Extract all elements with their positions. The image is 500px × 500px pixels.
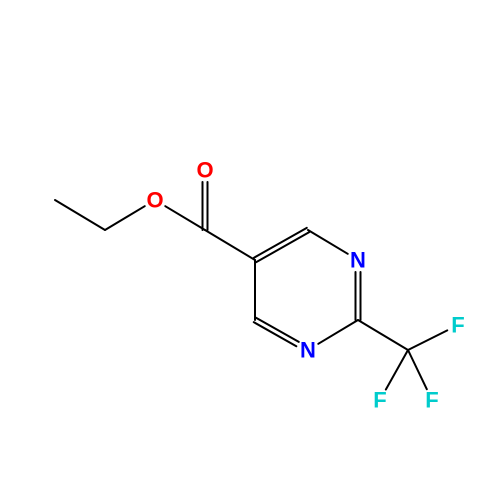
bond-line xyxy=(318,320,358,344)
bond-line xyxy=(386,350,408,390)
atom-label-n: N xyxy=(300,338,316,363)
atom-label-f: F xyxy=(373,388,386,413)
bond-line xyxy=(165,206,205,230)
bond-line xyxy=(256,318,299,342)
bond-line xyxy=(55,200,105,230)
atom-label-f: F xyxy=(425,388,438,413)
bond-line xyxy=(308,230,348,254)
atom-label-o: O xyxy=(146,188,163,213)
atom-label-o: O xyxy=(196,158,213,183)
bond-line xyxy=(358,320,408,350)
bond-line xyxy=(256,232,309,262)
bond-line xyxy=(105,206,145,230)
bond-line xyxy=(254,228,307,258)
bond-line xyxy=(408,330,447,350)
bond-line xyxy=(408,350,427,389)
molecule-diagram: O O N N F F F xyxy=(0,0,500,500)
atom-label-f: F xyxy=(451,313,464,338)
bond-line xyxy=(254,322,297,346)
atom-label-n: N xyxy=(350,248,366,273)
bond-line xyxy=(205,230,255,260)
